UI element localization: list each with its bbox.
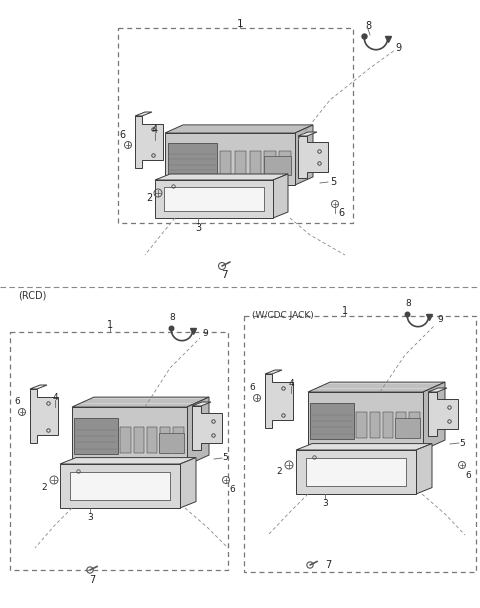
Polygon shape <box>192 406 222 450</box>
Polygon shape <box>428 388 447 392</box>
Polygon shape <box>265 370 282 374</box>
Bar <box>74 418 118 454</box>
Text: 3: 3 <box>87 513 93 522</box>
Text: 2: 2 <box>146 193 152 203</box>
Polygon shape <box>165 125 313 133</box>
Text: 7: 7 <box>89 575 95 585</box>
Bar <box>10 332 228 570</box>
Text: 3: 3 <box>195 223 201 233</box>
Text: 7: 7 <box>221 270 228 280</box>
Text: 2: 2 <box>276 468 282 477</box>
Bar <box>370 412 380 438</box>
Polygon shape <box>155 180 273 218</box>
Polygon shape <box>72 397 209 407</box>
Polygon shape <box>296 444 432 450</box>
Text: 6: 6 <box>229 486 235 494</box>
Polygon shape <box>308 382 445 392</box>
Bar <box>250 151 261 174</box>
Text: 9: 9 <box>395 43 401 53</box>
Text: 7: 7 <box>325 560 331 570</box>
Polygon shape <box>135 112 152 116</box>
Polygon shape <box>135 116 163 168</box>
Text: 6: 6 <box>465 471 471 480</box>
Text: 8: 8 <box>365 21 371 31</box>
Bar <box>383 412 393 438</box>
Text: 4: 4 <box>52 393 58 401</box>
Polygon shape <box>187 397 209 465</box>
Polygon shape <box>165 187 264 211</box>
Text: 1: 1 <box>237 19 243 29</box>
Bar <box>264 151 276 174</box>
Text: (RCD): (RCD) <box>18 290 47 300</box>
Polygon shape <box>30 385 47 389</box>
Polygon shape <box>192 402 211 406</box>
Polygon shape <box>306 458 407 486</box>
Text: (W/CDC JACK): (W/CDC JACK) <box>252 311 314 320</box>
Polygon shape <box>60 458 196 464</box>
Bar <box>356 412 367 438</box>
Bar <box>168 143 217 175</box>
Bar <box>396 418 420 438</box>
Text: 6: 6 <box>119 130 125 140</box>
Polygon shape <box>273 174 288 218</box>
Bar <box>118 28 353 223</box>
Polygon shape <box>70 472 170 500</box>
Polygon shape <box>165 133 295 185</box>
Text: 4: 4 <box>152 125 158 135</box>
Text: 5: 5 <box>330 177 336 187</box>
Text: 8: 8 <box>169 314 175 322</box>
Polygon shape <box>180 458 196 508</box>
Polygon shape <box>308 392 423 450</box>
Bar <box>159 433 183 454</box>
Text: 5: 5 <box>459 438 465 447</box>
Polygon shape <box>295 125 313 185</box>
Polygon shape <box>155 174 288 180</box>
Polygon shape <box>72 407 187 465</box>
Bar <box>147 427 157 454</box>
Text: 6: 6 <box>338 208 344 218</box>
Text: 9: 9 <box>437 314 443 323</box>
Polygon shape <box>265 374 293 428</box>
Polygon shape <box>423 382 445 450</box>
Bar <box>133 427 144 454</box>
Bar <box>310 403 354 439</box>
Bar <box>279 151 291 174</box>
Text: 6: 6 <box>249 384 255 393</box>
Text: 3: 3 <box>322 499 328 508</box>
Text: 6: 6 <box>14 398 20 407</box>
Bar <box>244 316 476 572</box>
Bar <box>219 151 231 174</box>
Polygon shape <box>60 464 180 508</box>
Bar <box>160 427 170 454</box>
Text: 9: 9 <box>202 328 208 337</box>
Text: 8: 8 <box>405 300 411 308</box>
Text: 1: 1 <box>342 306 348 316</box>
Text: 4: 4 <box>288 379 294 387</box>
Polygon shape <box>416 444 432 494</box>
Bar <box>409 412 420 438</box>
Bar <box>120 427 131 454</box>
Text: 1: 1 <box>107 320 113 330</box>
Polygon shape <box>428 392 458 436</box>
Bar <box>396 412 407 438</box>
Polygon shape <box>298 132 317 136</box>
Bar <box>235 151 246 174</box>
Text: 2: 2 <box>41 483 47 491</box>
Polygon shape <box>30 389 58 443</box>
Polygon shape <box>296 450 416 494</box>
Bar <box>264 156 291 174</box>
Text: 5: 5 <box>222 454 228 463</box>
Bar <box>173 427 183 454</box>
Polygon shape <box>298 136 328 178</box>
